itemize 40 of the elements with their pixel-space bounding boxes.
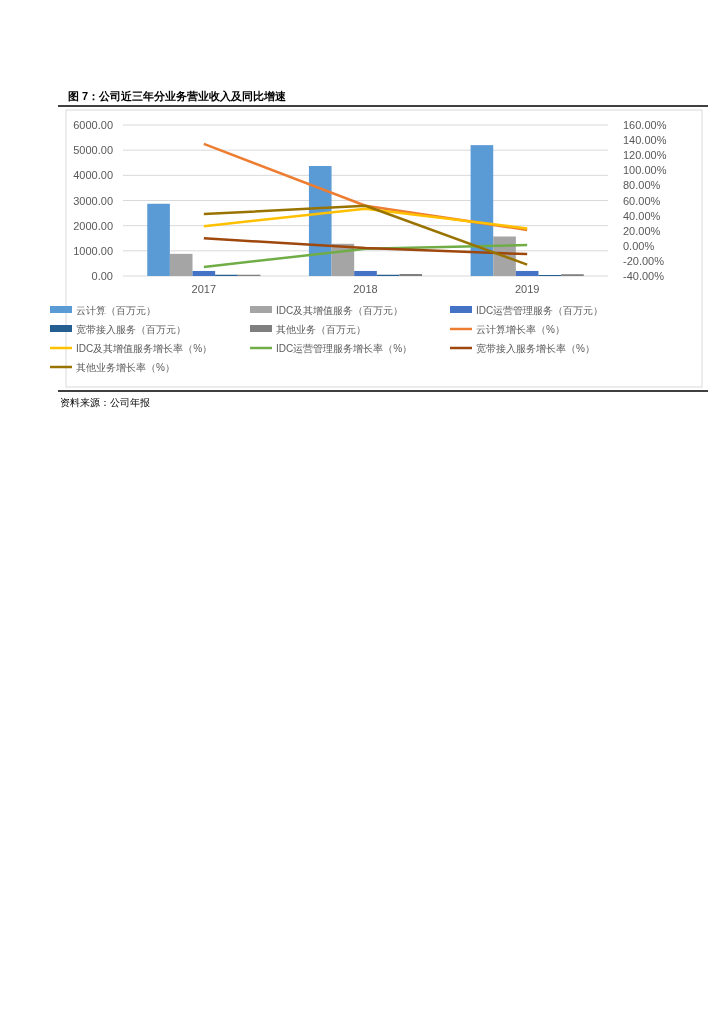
y2-tick-label: -20.00% — [623, 254, 665, 267]
legend-label: 云计算增长率（%） — [476, 324, 565, 335]
y-tick-label: 0.00 — [91, 270, 113, 282]
y2-tick-label: -40.00% — [623, 270, 665, 282]
y-tick-label: 6000.00 — [73, 119, 113, 131]
y2-tick-label: 40.00% — [623, 209, 661, 222]
y2-tick-label: 160.00% — [623, 119, 667, 131]
chart-title: 图 7：公司近三年分业务营业收入及同比增速 — [68, 90, 288, 103]
y-tick-label: 5000.00 — [73, 144, 113, 157]
y2-tick-label: 100.00% — [623, 164, 667, 177]
y-tick-label: 3000.00 — [73, 194, 113, 207]
bar — [192, 270, 216, 276]
x-tick-label: 2019 — [514, 283, 540, 295]
bar — [354, 270, 377, 276]
y2-tick-label: 120.00% — [623, 149, 667, 162]
y-tick-label: 4000.00 — [73, 169, 113, 182]
bar — [515, 270, 539, 276]
y2-tick-label: 0.00% — [623, 239, 655, 252]
legend-label: IDC运营管理服务增长率（%） — [276, 343, 413, 354]
y-tick-label: 2000.00 — [73, 219, 113, 232]
text: 资料来源：公司年报 — [60, 397, 150, 408]
legend-label: 其他业务（百万元） — [276, 324, 366, 335]
legend-label: 宽带接入服务增长率（%） — [476, 343, 595, 354]
legend-label: 宽带接入服务（百万元） — [76, 324, 186, 335]
bar — [399, 273, 423, 276]
y2-tick-label: 60.00% — [623, 194, 661, 207]
legend-label: IDC及其增值服务增长率（%） — [76, 343, 213, 354]
y2-tick-label: 80.00% — [623, 179, 661, 192]
legend-label: 云计算（百万元） — [76, 305, 156, 316]
legend-label: 其他业务增长率（%） — [76, 362, 175, 373]
legend-label: IDC及其增值服务（百万元） — [276, 305, 404, 316]
legend-label: IDC运营管理服务（百万元） — [476, 305, 604, 316]
y-tick-label: 1000.00 — [73, 244, 113, 257]
bar — [169, 253, 193, 276]
y2-tick-label: 20.00% — [623, 224, 661, 237]
x-tick-label: 2017 — [191, 283, 217, 295]
bar — [147, 203, 170, 276]
x-tick-label: 2018 — [353, 283, 378, 295]
bar — [470, 145, 494, 276]
y2-tick-label: 140.00% — [623, 134, 667, 147]
